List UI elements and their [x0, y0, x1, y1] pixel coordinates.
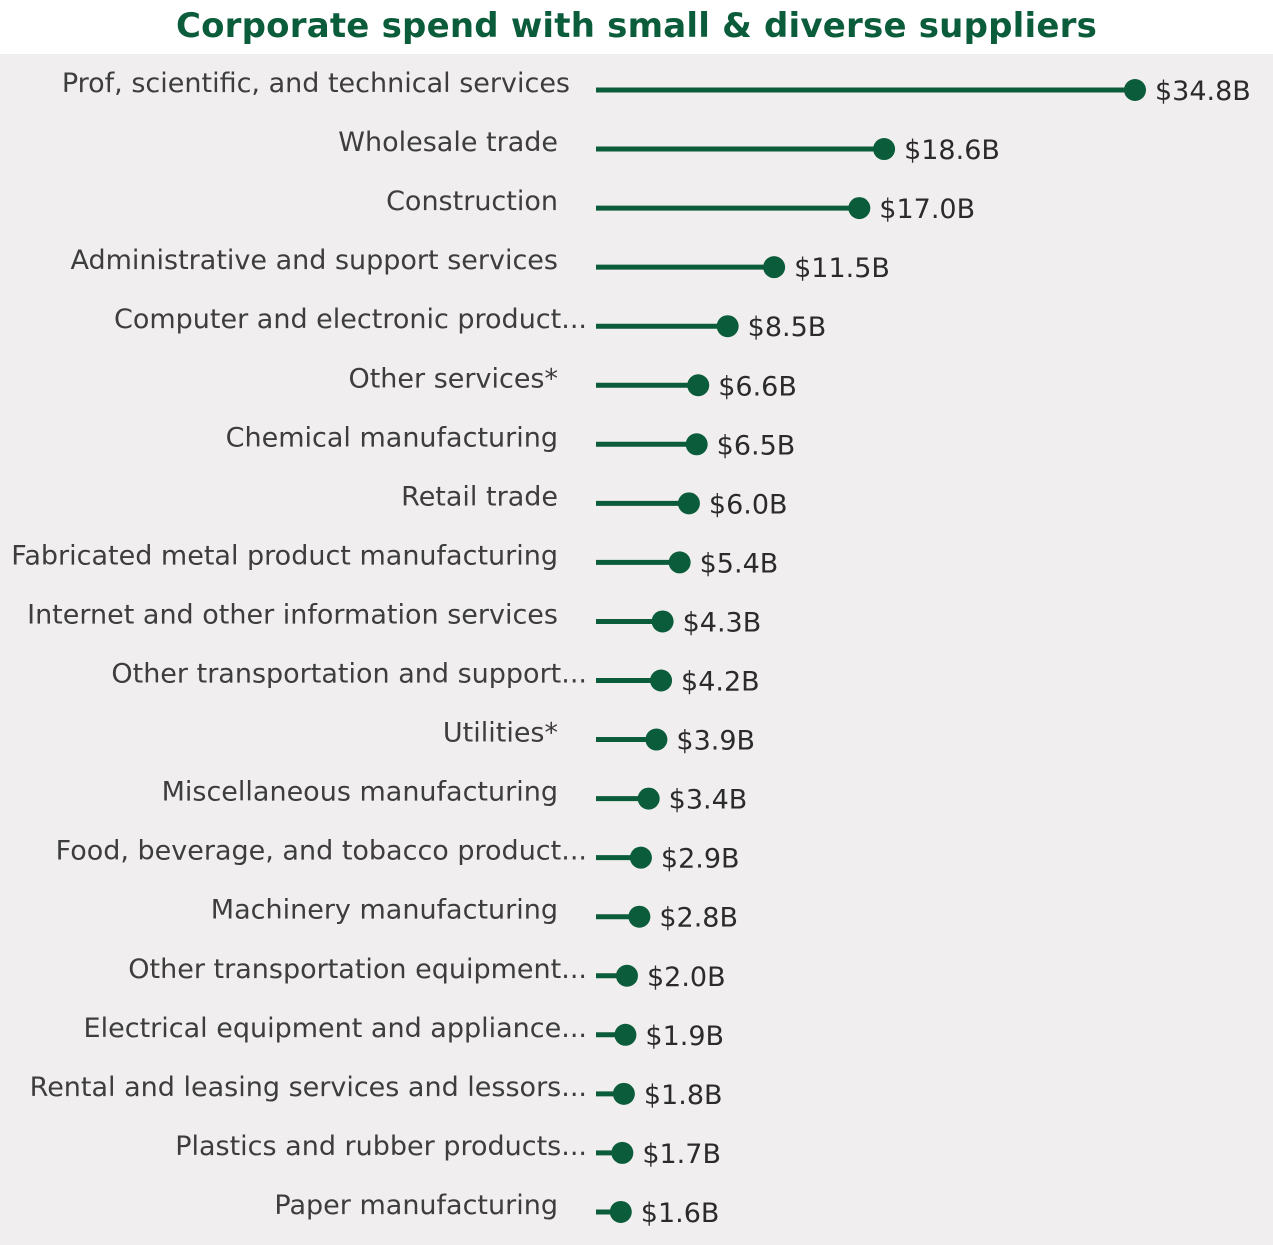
lollipop-dot	[645, 728, 668, 751]
lollipop-dot	[628, 905, 651, 928]
category-label: Wholesale trade	[338, 127, 558, 158]
value-label: $4.3B	[683, 607, 762, 638]
lollipop-dot	[612, 1082, 635, 1105]
dots	[609, 79, 1146, 1223]
value-label: $5.4B	[700, 548, 779, 579]
category-label: Fabricated metal product manufacturing	[11, 540, 558, 571]
value-label: $2.8B	[659, 903, 738, 934]
category-label: Food, beverage, and tobacco product...	[56, 836, 587, 867]
category-label: Other transportation equipment...	[128, 954, 587, 985]
lollipop-dot	[614, 1023, 637, 1046]
value-label: $1.7B	[642, 1139, 721, 1170]
lollipop-dot	[677, 492, 700, 515]
lollipop-dot	[615, 964, 638, 987]
value-label: $6.5B	[717, 430, 796, 461]
lollipop-dot	[716, 315, 739, 338]
category-label: Other services*	[348, 363, 558, 394]
chart-panel: Prof, scientific, and technical services…	[0, 54, 1273, 1245]
value-label: $1.9B	[645, 1021, 724, 1052]
category-labels: Prof, scientific, and technical services…	[11, 68, 587, 1221]
category-label: Paper manufacturing	[274, 1190, 558, 1221]
value-label: $3.4B	[669, 785, 748, 816]
lollipop-dot	[1124, 79, 1146, 101]
category-label: Prof, scientific, and technical services	[62, 68, 570, 99]
category-label: Chemical manufacturing	[226, 422, 558, 453]
category-label: Construction	[386, 186, 558, 217]
lollipop-dot	[763, 256, 786, 279]
value-label: $3.9B	[676, 726, 755, 757]
category-label: Internet and other information services	[27, 599, 558, 630]
value-label: $4.2B	[681, 667, 760, 698]
value-label: $17.0B	[879, 194, 975, 225]
value-label: $1.6B	[641, 1198, 720, 1229]
value-label: $6.0B	[709, 489, 788, 520]
lollipop-dot	[687, 374, 710, 397]
category-label: Miscellaneous manufacturing	[162, 777, 558, 808]
value-label: $11.5B	[794, 253, 890, 284]
lollipop-dot	[609, 1200, 632, 1223]
value-label: $18.6B	[904, 135, 1000, 166]
lollipop-dot	[873, 138, 896, 161]
value-labels: $34.8B $18.6B $17.0B $11.5B $8.5B $6.6B $6.5B $…	[641, 76, 1251, 1229]
value-label: $6.6B	[718, 371, 797, 402]
category-label: Computer and electronic product...	[114, 304, 587, 335]
category-label: Utilities*	[443, 718, 558, 749]
lollipop-dot	[651, 610, 674, 633]
lollipop-dot	[611, 1141, 634, 1164]
lollipop-dot	[650, 669, 673, 692]
category-label: Rental and leasing services and lessors.…	[30, 1072, 587, 1103]
lollipop-dot	[629, 846, 652, 869]
value-label: $1.8B	[644, 1080, 723, 1111]
category-label: Administrative and support services	[70, 245, 558, 276]
lollipop-dot	[668, 551, 691, 574]
value-label: $2.0B	[647, 962, 726, 993]
category-label: Machinery manufacturing	[211, 895, 558, 926]
category-label: Retail trade	[401, 481, 558, 512]
value-label: $34.8B	[1155, 76, 1251, 107]
lollipop-dot	[637, 787, 660, 810]
lollipop-dot	[848, 197, 871, 220]
value-label: $2.9B	[661, 844, 740, 875]
category-label: Electrical equipment and appliance...	[84, 1013, 587, 1044]
value-label: $8.5B	[748, 312, 827, 343]
category-label: Plastics and rubber products...	[175, 1131, 587, 1162]
category-label: Other transportation and support...	[111, 659, 587, 690]
lollipop-dot	[685, 433, 708, 456]
lollipop-chart: Prof, scientific, and technical services…	[11, 68, 1251, 1229]
chart-title: Corporate spend with small & diverse sup…	[0, 0, 1273, 54]
